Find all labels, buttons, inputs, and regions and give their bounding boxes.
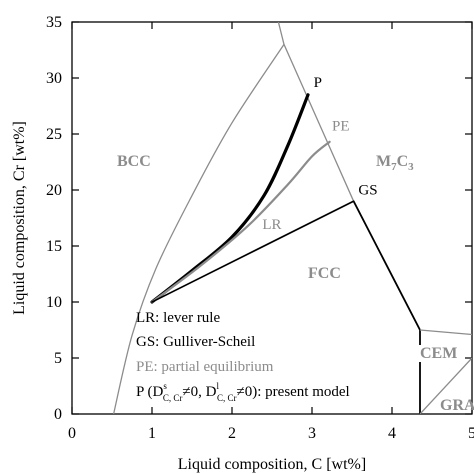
point-label-pe: PE <box>332 119 350 135</box>
phase-boundary-line <box>112 44 285 414</box>
y-tick-label: 0 <box>54 406 62 423</box>
y-tick-label: 20 <box>46 182 62 199</box>
phase-label-fcc: FCC <box>308 265 341 282</box>
y-tick-label: 5 <box>54 350 62 367</box>
phase-label-gra: GRA <box>440 397 474 414</box>
phase-boundary-line <box>277 22 355 202</box>
phase-boundary-line <box>419 357 472 414</box>
phase-boundaries <box>112 22 472 414</box>
x-tick-label: 2 <box>228 425 236 442</box>
phase-label-m: M7C3 <box>376 153 414 173</box>
axes: 0 1 2 3 4 5 0 5 10 15 20 25 30 35 <box>46 14 474 442</box>
point-label-gs: GS <box>358 182 377 198</box>
phase-boundary-line <box>419 329 472 336</box>
x-tick-label: 5 <box>468 425 474 442</box>
series-line-pe <box>150 140 331 304</box>
y-tick-label: 10 <box>46 294 62 311</box>
legend-entry: PE: partial equilibrium <box>136 359 274 375</box>
legend-entry-present-model: P (Ds C, Cr≠0, Dl C, Cr≠0): present model <box>136 381 350 403</box>
y-tick-label: 35 <box>46 14 62 31</box>
point-label-lr: LR <box>262 217 281 233</box>
point-label-p: P <box>314 75 322 91</box>
solidification-paths <box>150 93 355 304</box>
legend-entry: GS: Gulliver-Scheil <box>136 334 255 350</box>
series-line-gs <box>151 200 355 303</box>
x-tick-label: 4 <box>388 425 396 442</box>
x-tick-label: 3 <box>308 425 316 442</box>
y-tick-label: 25 <box>46 126 62 143</box>
x-tick-label: 0 <box>68 425 76 442</box>
legend-entry: LR: lever rule <box>136 310 220 326</box>
phase-label-bg <box>418 345 460 362</box>
plot-frame <box>71 21 473 415</box>
chart-labels: P PE GS LR BCC M7C3 FCC CEM GRA LR: lever rule GS:… <box>117 75 474 414</box>
y-axis-title: Liquid composition, Cr [wt%] <box>11 121 28 315</box>
phase-boundary-line <box>352 200 421 414</box>
y-tick-label: 15 <box>46 238 62 255</box>
phase-label-bcc: BCC <box>117 153 151 170</box>
x-tick-label: 1 <box>148 425 156 442</box>
y-tick-label: 30 <box>46 70 62 87</box>
series-line-p <box>150 93 310 304</box>
phase-label-cem: CEM <box>420 345 457 362</box>
x-axis-title: Liquid composition, C [wt%] <box>178 456 366 473</box>
